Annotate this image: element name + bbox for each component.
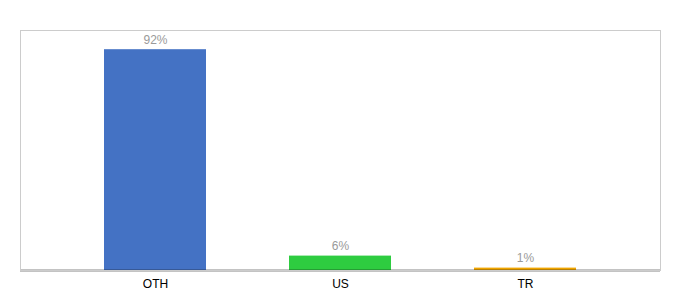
svg-text:6%: 6% [332, 239, 350, 253]
svg-text:OTH: OTH [143, 277, 168, 291]
svg-text:1%: 1% [517, 251, 535, 265]
svg-text:US: US [332, 277, 349, 291]
svg-text:92%: 92% [143, 33, 167, 47]
svg-text:TR: TR [518, 277, 534, 291]
